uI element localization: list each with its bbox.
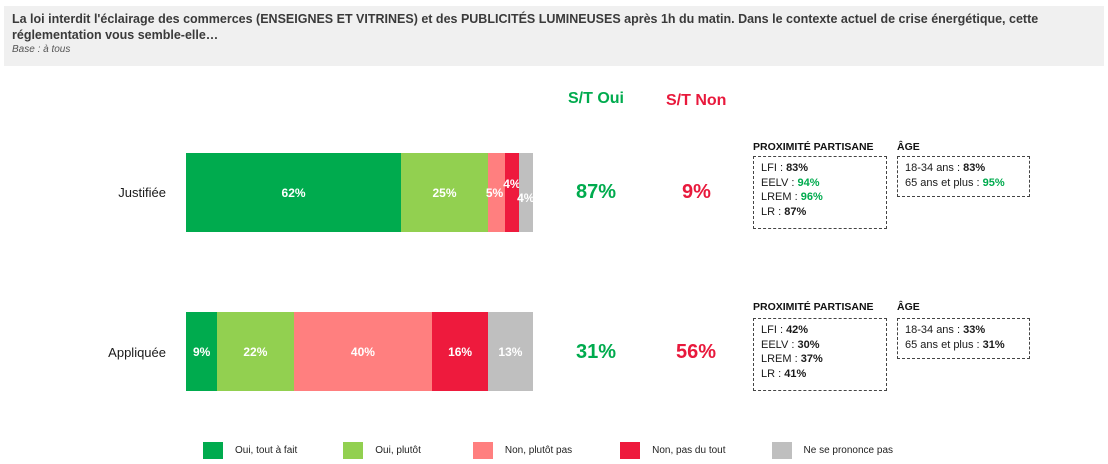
bar-segment-non-plutot-pas: 40%	[293, 312, 433, 391]
age-box-appliquee: 18-34 ans : 33% 65 ans et plus : 31%	[897, 318, 1030, 359]
breakdown-label: 18-34 ans :	[905, 324, 964, 336]
base-note: Base : à tous	[12, 44, 71, 55]
legend-label: Oui, plutôt	[375, 445, 421, 456]
bar-data-label: 4%	[503, 177, 521, 191]
breakdown-label: 18-34 ans :	[905, 162, 964, 174]
breakdown-value: 30%	[797, 338, 820, 351]
breakdown-label: LFI :	[761, 324, 787, 336]
breakdown-line: LFI : 83%	[761, 161, 879, 176]
bar-data-label: 4%	[517, 191, 535, 205]
bar-data-label: 5%	[485, 186, 504, 200]
breakdown-line: LR : 41%	[761, 367, 879, 382]
legend: Oui, tout à fait Oui, plutôt Non, plutôt p…	[203, 442, 893, 459]
breakdown-label: LREM :	[761, 353, 801, 365]
legend-label: Non, pas du tout	[652, 445, 726, 456]
breakdown-line: LFI : 42%	[761, 323, 879, 338]
st-non-header: S/T Non	[666, 92, 727, 109]
breakdown-value: 37%	[800, 353, 823, 365]
breakdown-line: LREM : 96%	[761, 190, 879, 205]
breakdown-label: LR :	[761, 205, 785, 218]
breakdown-label: LREM :	[761, 191, 801, 203]
breakdown-line: LREM : 37%	[761, 352, 879, 367]
breakdown-value: 31%	[982, 338, 1005, 351]
breakdown-label: 65 ans et plus :	[905, 176, 983, 189]
legend-swatch	[203, 442, 223, 459]
legend-label: Non, plutôt pas	[504, 445, 573, 456]
bar-data-label: 9%	[192, 345, 211, 359]
legend-item: Non, plutôt pas	[472, 442, 573, 459]
bar-segment-oui-plutot: 25%	[401, 153, 488, 232]
breakdown-label: LFI :	[761, 162, 787, 174]
row-label-justifiee: Justifiée	[118, 185, 166, 200]
partisan-title: PROXIMITÉ PARTISANE	[753, 141, 874, 153]
bar-segment-nsp: 4%	[517, 153, 535, 232]
breakdown-value: 87%	[784, 205, 807, 218]
breakdown-line: EELV : 94%	[761, 176, 879, 191]
bar-segment-oui-plutot: 22%	[217, 312, 294, 391]
age-box-justifiee: 18-34 ans : 83% 65 ans et plus : 95%	[897, 156, 1030, 197]
bar-data-label: 13%	[498, 345, 523, 359]
breakdown-line: 18-34 ans : 83%	[905, 161, 1022, 176]
legend-item: Non, pas du tout	[620, 442, 726, 459]
bar-data-label: 16%	[448, 345, 473, 359]
question-text: La loi interdit l'éclairage des commerce…	[12, 12, 1039, 42]
stacked-bar-justifiee: 62% 25% 5% 4% 4%	[186, 153, 535, 232]
breakdown-label: EELV :	[761, 176, 798, 189]
legend-item: Oui, plutôt	[343, 442, 421, 459]
legend-swatch	[771, 442, 792, 459]
age-title: ÂGE	[897, 301, 920, 313]
breakdown-label: 65 ans et plus :	[905, 338, 983, 351]
bar-data-label: 22%	[243, 345, 268, 359]
partisan-box-appliquee: LFI : 42% EELV : 30% LREM : 37% LR : 41%	[753, 318, 887, 391]
legend-item: Ne se prononce pas	[771, 442, 894, 459]
breakdown-line: LR : 87%	[761, 205, 879, 220]
breakdown-line: 18-34 ans : 33%	[905, 323, 1022, 338]
bar-segment-oui-tout-a-fait: 62%	[186, 153, 402, 232]
bar-segment-oui-tout-a-fait: 9%	[186, 312, 218, 391]
breakdown-value: 94%	[797, 176, 820, 189]
legend-swatch	[620, 442, 641, 459]
breakdown-line: 65 ans et plus : 31%	[905, 338, 1022, 353]
breakdown-value: 95%	[982, 176, 1005, 189]
breakdown-value: 33%	[963, 324, 986, 336]
legend-label: Oui, tout à fait	[235, 445, 298, 456]
bar-data-label: 62%	[281, 186, 306, 200]
bar-segment-non-pas-du-tout: 4%	[503, 153, 521, 232]
row-label-appliquee: Appliquée	[108, 345, 166, 360]
partisan-title: PROXIMITÉ PARTISANE	[753, 301, 874, 313]
breakdown-value: 41%	[784, 367, 807, 380]
age-title: ÂGE	[897, 141, 920, 153]
question-header: La loi interdit l'éclairage des commerce…	[4, 6, 1104, 66]
breakdown-line: EELV : 30%	[761, 338, 879, 353]
breakdown-line: 65 ans et plus : 95%	[905, 176, 1022, 191]
st-non-value-appliquee: 56%	[676, 341, 717, 363]
bar-data-label: 25%	[432, 186, 457, 200]
stacked-bar-appliquee: 9% 22% 40% 16% 13%	[186, 312, 533, 391]
partisan-box-justifiee: LFI : 83% EELV : 94% LREM : 96% LR : 87%	[753, 156, 887, 229]
legend-swatch	[343, 442, 364, 459]
st-non-value-justifiee: 9%	[682, 181, 711, 203]
st-oui-value-appliquee: 31%	[576, 341, 617, 363]
breakdown-value: 42%	[786, 324, 809, 336]
legend-swatch	[472, 442, 493, 459]
legend-item: Oui, tout à fait	[203, 442, 297, 459]
bar-data-label: 40%	[350, 345, 375, 359]
breakdown-label: LR :	[761, 367, 785, 380]
bar-segment-non-pas-du-tout: 16%	[432, 312, 488, 391]
breakdown-label: EELV :	[761, 338, 798, 351]
legend-label: Ne se prononce pas	[803, 445, 894, 456]
breakdown-value: 96%	[800, 191, 823, 203]
bar-segment-non-plutot-pas: 5%	[485, 153, 506, 232]
bar-segment-nsp: 13%	[487, 312, 533, 391]
st-oui-header: S/T Oui	[568, 90, 624, 107]
breakdown-value: 83%	[786, 162, 809, 174]
st-oui-value-justifiee: 87%	[576, 181, 617, 203]
breakdown-value: 83%	[963, 162, 986, 174]
